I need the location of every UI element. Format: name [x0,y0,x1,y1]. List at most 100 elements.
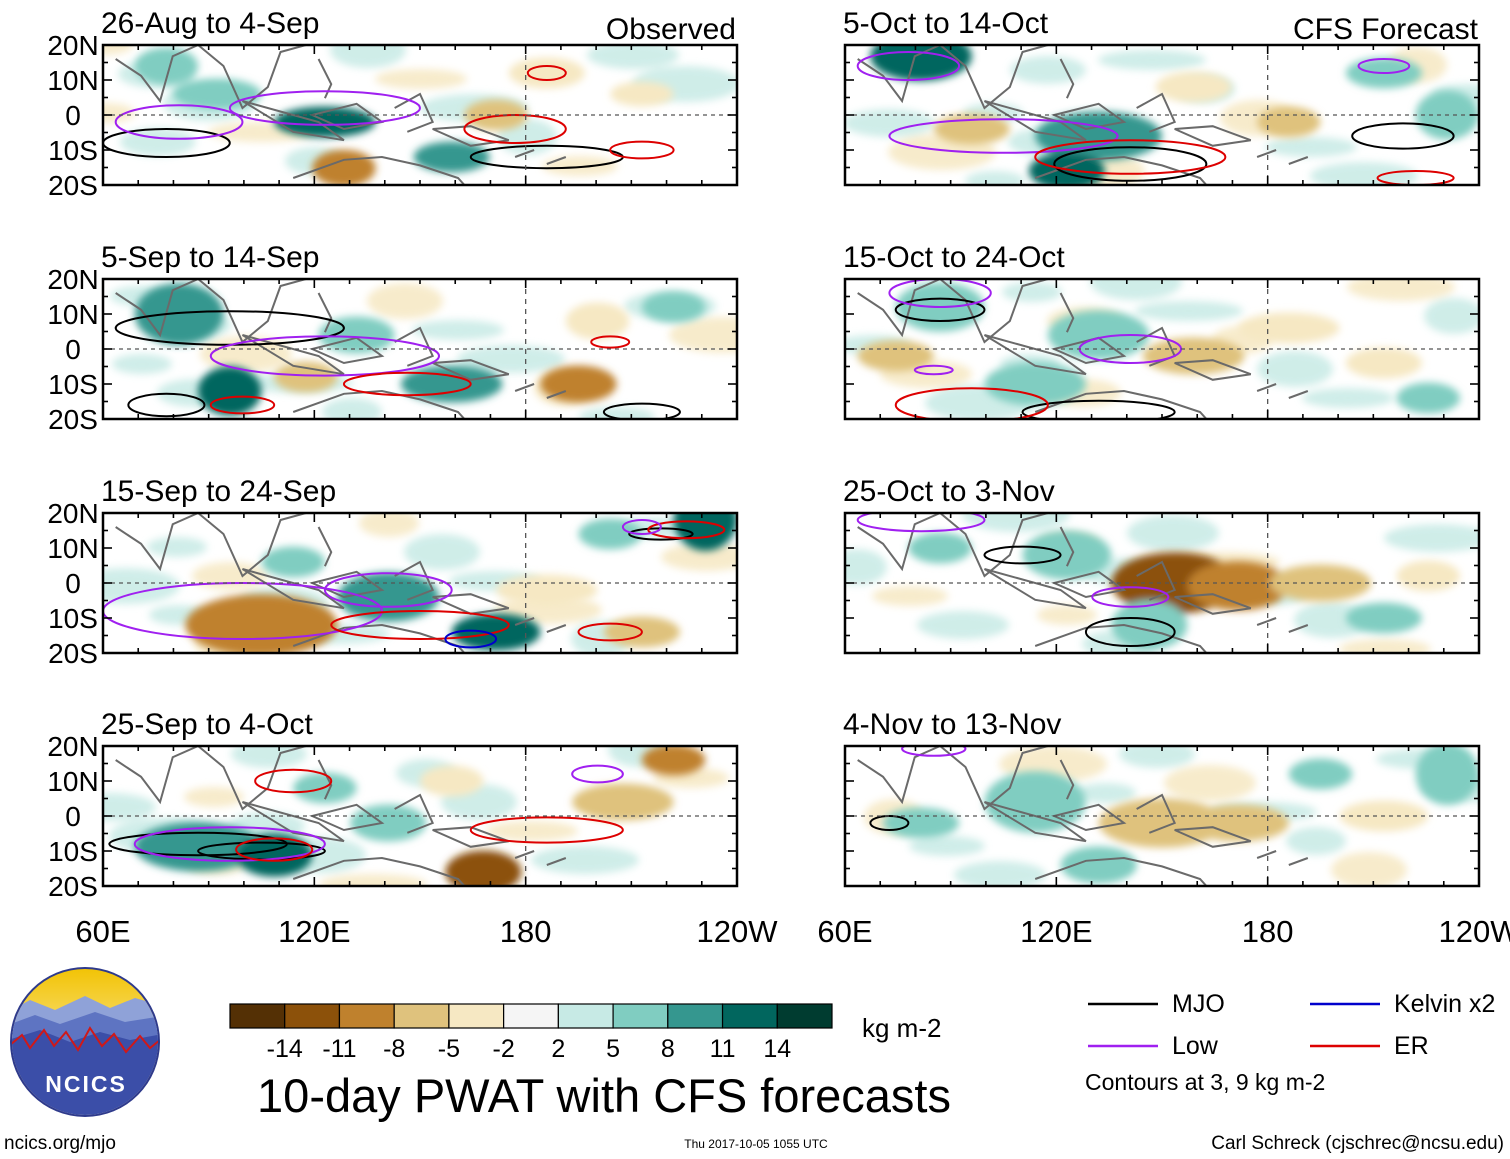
lon-tick-label: 120W [1439,914,1510,949]
lat-tick-label: 10N [47,533,98,564]
wave-contours [856,51,1455,185]
lat-tick-label: 20N [47,30,98,61]
contour-line [894,387,1049,419]
anomaly-blob [1396,560,1460,592]
anomaly-band [587,45,679,69]
contour-line [983,545,1062,565]
map-panel: 20N 10N 0 10S 20S 26-Aug to 4-Sep Observed [47,7,739,201]
wave-contours [888,279,1183,419]
anomaly-band [359,513,419,537]
contour-line [209,335,441,377]
anomaly-blob [1187,561,1289,611]
wave-contours [103,519,726,649]
contour-line [209,395,276,415]
colorbar-swatch [448,1003,505,1029]
panel-source-label: Observed [606,13,736,46]
anomaly-blob [1187,804,1289,842]
anomaly-band [1010,56,1086,84]
colorbar-tick-label: -14 [267,1035,303,1063]
lon-tick-label: 60E [817,914,872,949]
colorbar-swatch [667,1003,724,1029]
anomaly-band [103,103,135,123]
contour-line [621,519,662,535]
anomaly-band [319,874,427,886]
anomaly-band [412,320,504,340]
anomaly-band [486,821,578,841]
anomaly-blob [198,366,262,416]
anomaly-band [1098,50,1206,70]
contour-line [1021,399,1176,419]
colorbar-swatch [393,1003,450,1029]
colorbar-tick-label: 8 [661,1035,675,1063]
anomaly-band [330,45,406,68]
anomaly-blob [641,746,706,776]
anomaly-blob [673,513,737,551]
wave-contours [869,746,967,831]
colorbar-tick-label: 14 [763,1035,791,1063]
anomaly-blob [578,518,642,550]
map-panel: 4-Nov to 13-Nov [843,708,1481,888]
anomaly-blob [1047,310,1150,360]
lon-tick-label: 180 [500,914,552,949]
wave-contours [103,65,675,170]
anomaly-blob [984,362,1086,406]
anomaly-blob [870,45,972,81]
contour-line [888,279,992,308]
anomaly-band [661,543,737,571]
lat-tick-label: 10N [47,299,98,330]
contour-line [609,140,675,160]
contour-line [1357,58,1411,74]
contour-line [254,768,333,794]
contour-line [342,371,472,397]
anomaly-band [375,69,467,89]
tick-marks [102,745,738,887]
figure-title: 10-day PWAT with CFS forecasts [257,1069,951,1122]
contour-line [1376,170,1455,185]
panel-period-label: 25-Oct to 3-Nov [843,475,1055,508]
anomaly-band [1257,351,1333,387]
anomaly-band [579,407,655,419]
anomaly-band [147,537,207,557]
legend-label: Low [1172,1032,1219,1060]
contour-line [901,746,967,757]
colorbar-swatch [721,1003,778,1029]
anomaly-band [103,45,133,55]
anomaly-band [1331,852,1407,886]
anomaly-blob [883,807,960,839]
lat-tick-label: 0 [65,568,81,599]
logo-text: NCICS [45,1071,127,1097]
anomaly-blob [508,57,585,89]
panel-period-label: 15-Oct to 24-Oct [843,241,1065,274]
wave-contours [108,764,624,862]
contour-line [647,520,726,540]
anomaly-band [965,171,1025,185]
anomaly-blob [261,546,325,578]
anomaly-band [404,534,480,570]
anomaly-band [962,513,1070,532]
colorbar-tick-label: -2 [493,1035,515,1063]
contour-line [127,392,206,418]
panel-period-label: 5-Sep to 14-Sep [101,241,319,274]
contour-line [1351,122,1455,150]
colorbar-swatch [612,1003,669,1029]
anomaly-band [1347,279,1455,301]
panel-period-label: 15-Sep to 24-Sep [101,475,336,508]
coastlines [857,279,1309,419]
colorbar-swatch [503,1003,559,1029]
panel-period-label: 4-Nov to 13-Nov [843,708,1061,741]
wave-contours [856,513,1176,647]
anomaly-band [1076,783,1136,803]
anomaly-band [909,836,985,856]
anomaly-band [1384,524,1479,552]
anomaly-blob [350,804,427,842]
coastlines [115,513,567,653]
coastlines [857,513,1309,653]
anomaly-band [367,283,443,319]
contour-line [869,815,910,831]
panel-period-label: 25-Sep to 4-Oct [101,708,313,741]
legend: MJO Kelvin x2 Low ER [1088,990,1495,1060]
anomaly-blob [1288,758,1353,790]
anomaly-blob [413,141,490,173]
anomaly-band [322,398,382,419]
anomaly-band [1424,298,1479,334]
